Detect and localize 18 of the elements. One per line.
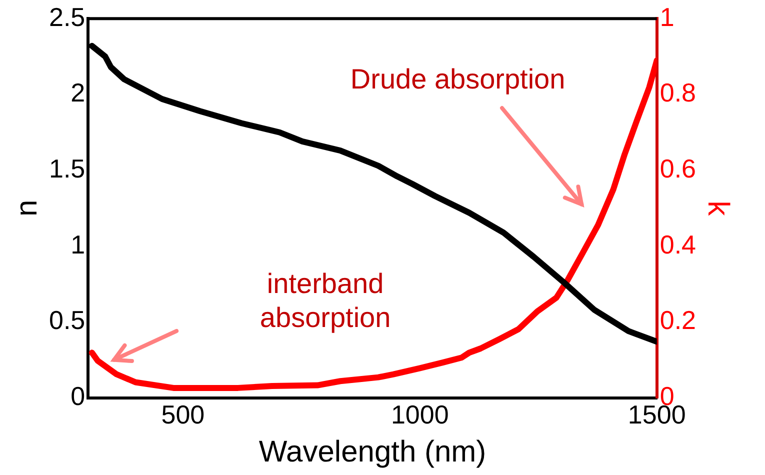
y-axis-title: n	[10, 200, 44, 217]
y2-tick-label: 1	[660, 2, 674, 32]
y2-tick-label: 0.8	[660, 78, 696, 108]
y-tick-label: 0.5	[48, 305, 86, 336]
x-tick-label: 500	[161, 400, 205, 430]
y-tick-label: 2.5	[48, 2, 86, 32]
y2-tick-label: 0.2	[660, 305, 696, 336]
annotation: Drude absorption	[350, 64, 566, 95]
annotation: interband absorption	[260, 268, 391, 333]
x-tick-label: 1000	[390, 400, 449, 430]
y2-tick-label: 0.4	[660, 229, 696, 260]
y-tick-label: 2	[70, 78, 86, 108]
y2-axis-title: k	[702, 200, 735, 217]
y2-tick-label: 0.6	[660, 153, 696, 184]
y-tick-label: 1	[70, 229, 86, 260]
y-tick-label: 1.5	[48, 153, 86, 184]
y-tick-label: 0	[70, 380, 86, 411]
x-axis-title: Wavelength (nm)	[258, 435, 486, 468]
